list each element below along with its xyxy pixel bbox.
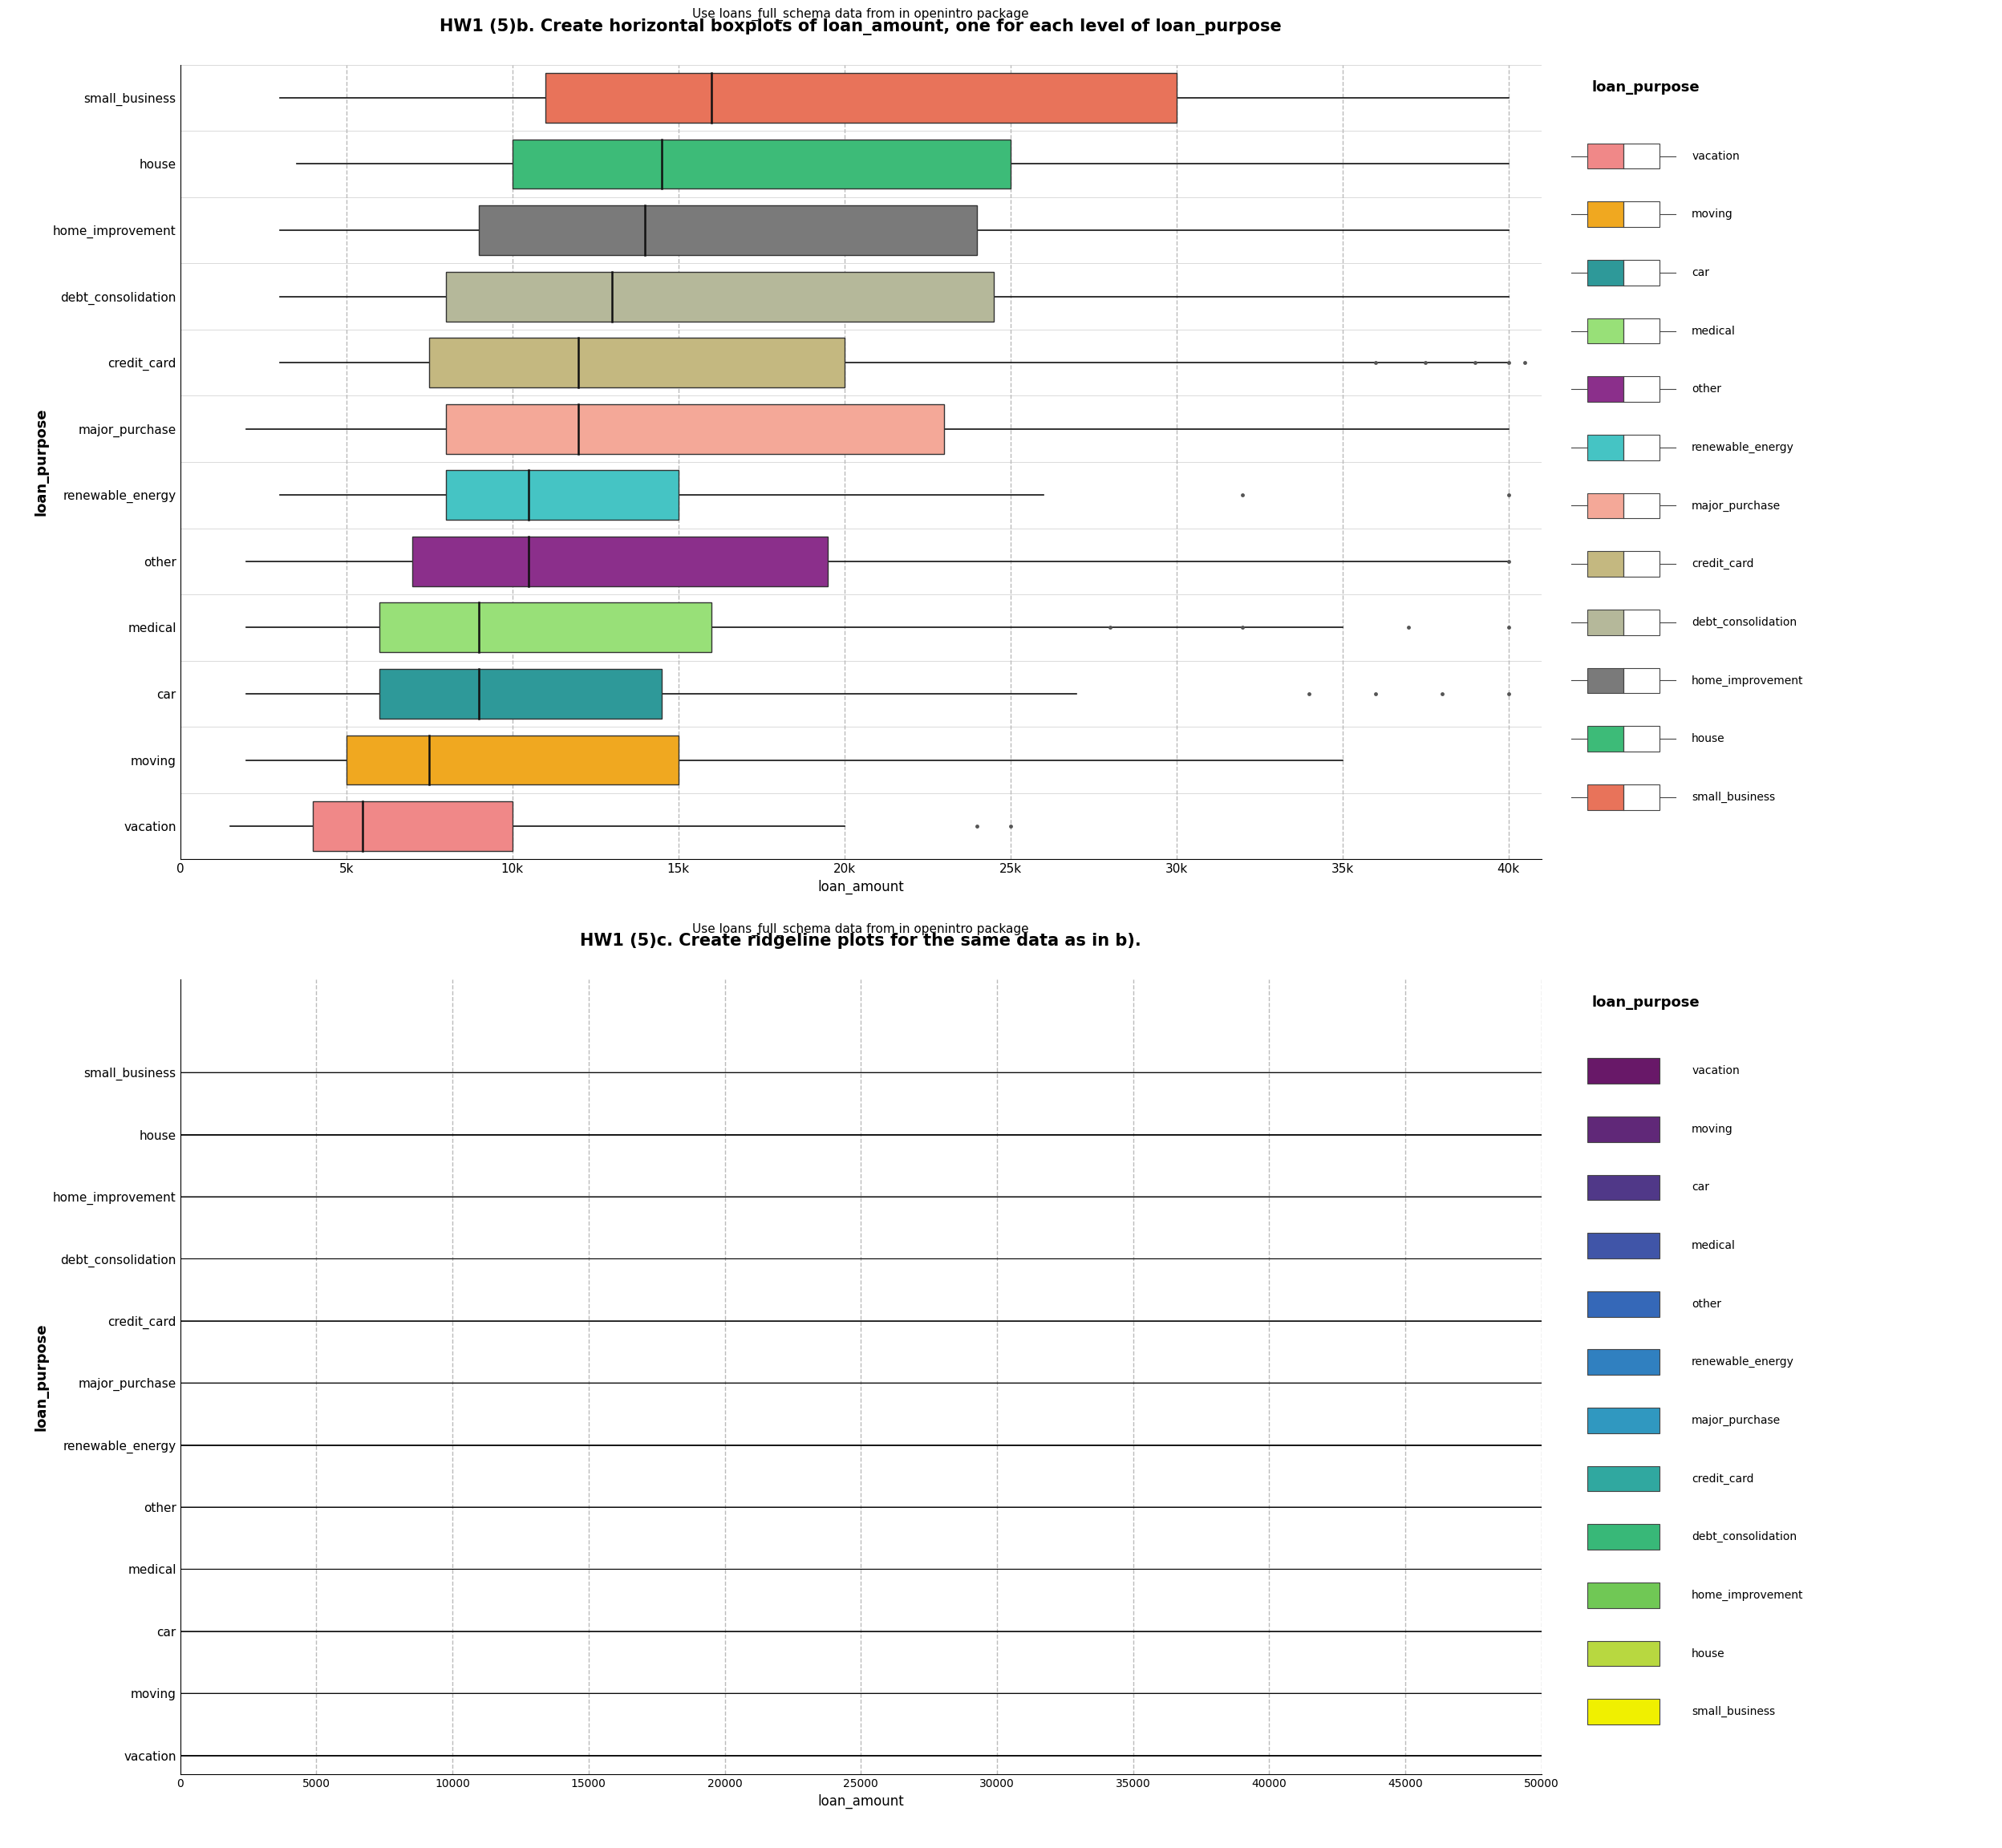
Text: renewable_energy: renewable_energy	[1692, 1356, 1794, 1368]
Text: loan_purpose: loan_purpose	[1592, 81, 1700, 94]
Bar	[1588, 784, 1624, 809]
Bar	[1588, 1059, 1660, 1083]
Bar	[1624, 434, 1660, 460]
Bar	[1624, 610, 1660, 636]
Bar	[1588, 377, 1624, 401]
Text: other: other	[1692, 384, 1722, 395]
Bar	[446, 272, 993, 322]
Bar	[1624, 318, 1660, 344]
Bar	[1588, 1233, 1660, 1258]
Bar	[1588, 493, 1624, 519]
Text: small_business: small_business	[1692, 1706, 1776, 1717]
Bar	[1588, 1525, 1660, 1550]
Text: small_business: small_business	[1692, 791, 1776, 802]
Bar	[1624, 377, 1660, 401]
Bar	[1588, 318, 1624, 344]
Text: Use loans_full_schema data from in openintro package: Use loans_full_schema data from in openi…	[693, 7, 1029, 20]
Text: car: car	[1692, 1181, 1710, 1194]
Text: other: other	[1692, 1299, 1722, 1310]
Bar	[1624, 201, 1660, 227]
Text: moving: moving	[1692, 1124, 1734, 1135]
Text: credit_card: credit_card	[1692, 1473, 1754, 1484]
Title: HW1 (5)b. Create horizontal boxplots of loan_amount, one for each level of loan_: HW1 (5)b. Create horizontal boxplots of …	[440, 18, 1281, 35]
Bar	[446, 469, 679, 519]
Y-axis label: loan_purpose: loan_purpose	[34, 1323, 48, 1430]
Text: home_improvement: home_improvement	[1692, 675, 1804, 686]
Bar	[1588, 1175, 1660, 1199]
Text: home_improvement: home_improvement	[1692, 1589, 1804, 1600]
Text: major_purchase: major_purchase	[1692, 1416, 1782, 1427]
Text: vacation: vacation	[1692, 150, 1740, 161]
Title: HW1 (5)c. Create ridgeline plots for the same data as in b).: HW1 (5)c. Create ridgeline plots for the…	[581, 933, 1141, 950]
Bar	[380, 602, 711, 652]
Bar	[1588, 1292, 1660, 1316]
Bar	[1588, 1582, 1660, 1608]
Bar	[428, 338, 845, 388]
Bar	[1588, 1641, 1660, 1667]
Bar	[1588, 144, 1624, 168]
Text: loan_purpose: loan_purpose	[1592, 996, 1700, 1009]
Bar	[380, 669, 661, 719]
Bar	[1588, 726, 1624, 752]
Bar	[1588, 434, 1624, 460]
X-axis label: loan_amount: loan_amount	[817, 880, 905, 894]
Bar	[1588, 610, 1624, 636]
Bar	[1588, 201, 1624, 227]
Bar	[1588, 1349, 1660, 1375]
Bar	[1588, 1698, 1660, 1724]
Bar	[412, 536, 827, 586]
Bar	[545, 72, 1177, 122]
Bar	[446, 405, 943, 455]
Text: medical: medical	[1692, 325, 1736, 336]
Text: debt_consolidation: debt_consolidation	[1692, 617, 1798, 628]
Text: medical: medical	[1692, 1240, 1736, 1251]
Text: house: house	[1692, 734, 1726, 745]
Text: renewable_energy: renewable_energy	[1692, 442, 1794, 453]
Bar	[1588, 667, 1624, 693]
Text: house: house	[1692, 1648, 1726, 1660]
Bar	[513, 139, 1011, 188]
Bar	[1624, 726, 1660, 752]
Text: moving: moving	[1692, 209, 1734, 220]
Bar	[1588, 1116, 1660, 1142]
Bar	[1624, 493, 1660, 519]
Bar	[1588, 1465, 1660, 1491]
Text: car: car	[1692, 266, 1710, 279]
Text: vacation: vacation	[1692, 1064, 1740, 1076]
Text: major_purchase: major_purchase	[1692, 501, 1782, 512]
Bar	[1624, 551, 1660, 577]
Text: Use loans_full_schema data from in openintro package: Use loans_full_schema data from in openi…	[693, 922, 1029, 935]
Bar	[346, 736, 679, 785]
Bar	[478, 205, 977, 255]
Bar	[1624, 784, 1660, 809]
Bar	[1624, 261, 1660, 285]
Text: debt_consolidation: debt_consolidation	[1692, 1532, 1798, 1543]
Bar	[1588, 1408, 1660, 1434]
Bar	[1588, 551, 1624, 577]
Bar	[1624, 667, 1660, 693]
Text: credit_card: credit_card	[1692, 558, 1754, 569]
Bar	[1588, 261, 1624, 285]
Y-axis label: loan_purpose: loan_purpose	[34, 408, 48, 516]
X-axis label: loan_amount: loan_amount	[817, 1794, 905, 1809]
Bar	[1624, 144, 1660, 168]
Bar	[312, 802, 513, 852]
